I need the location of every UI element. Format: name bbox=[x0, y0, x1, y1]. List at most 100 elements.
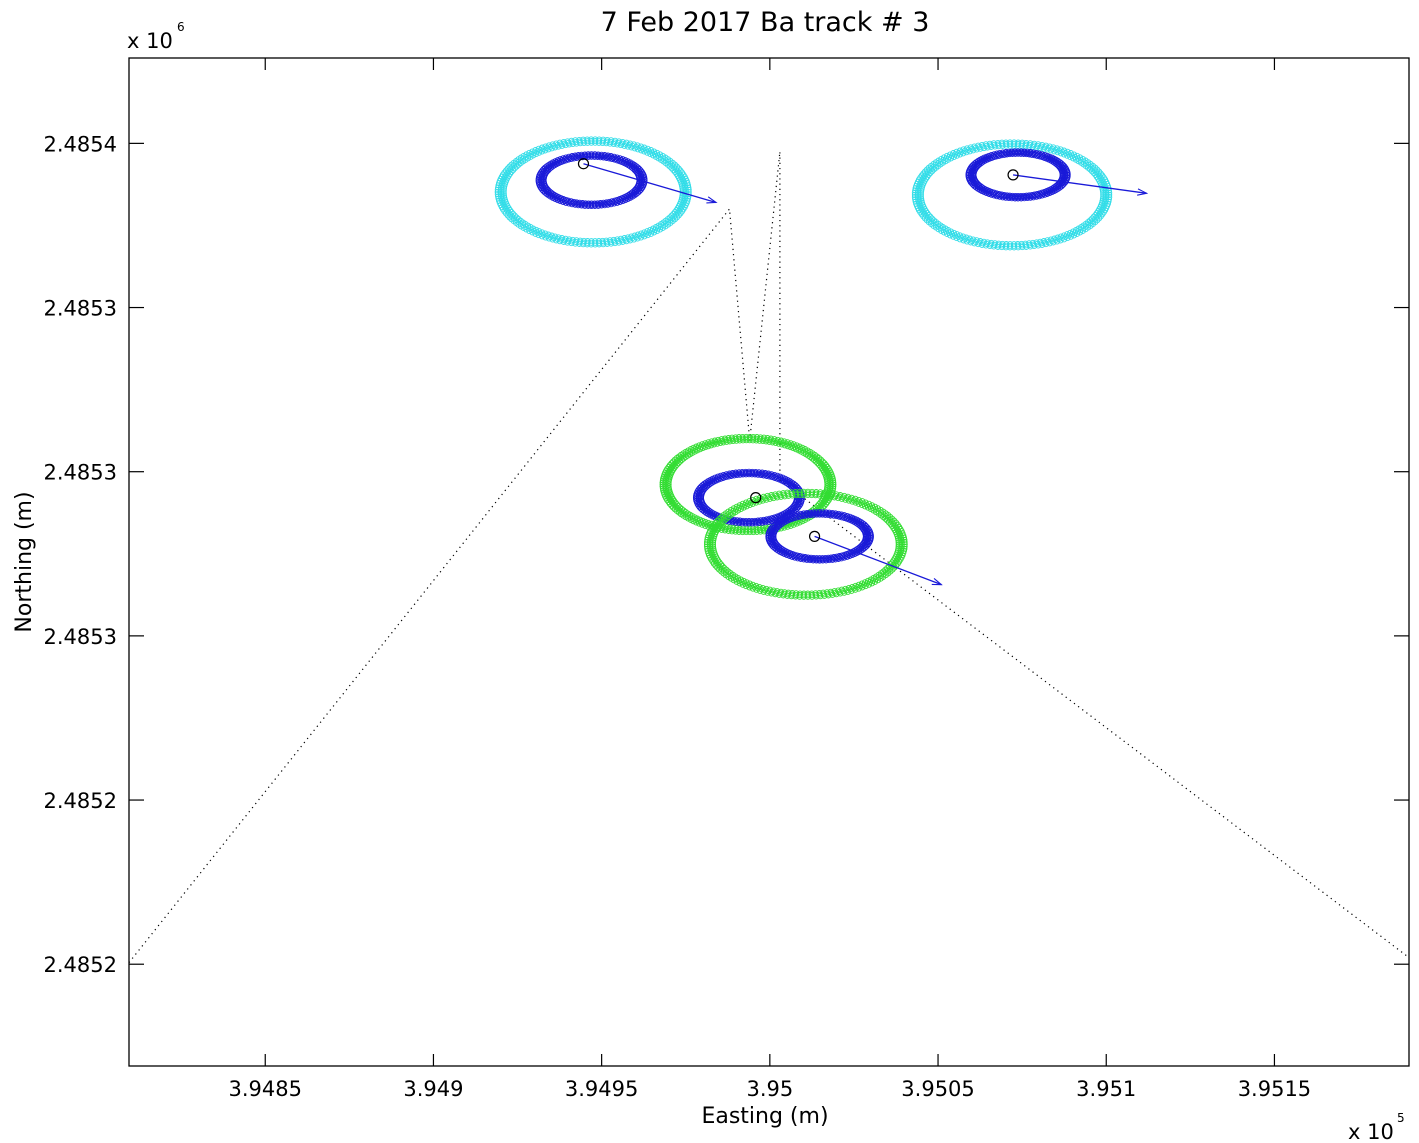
ellipse-marker bbox=[889, 515, 896, 523]
ellipse-marker bbox=[710, 545, 717, 552]
ellipse-marker bbox=[572, 137, 579, 144]
ellipse-marker bbox=[506, 214, 513, 221]
ellipse-marker bbox=[1064, 170, 1071, 177]
ellipse-marker bbox=[565, 200, 573, 207]
ellipse-marker bbox=[912, 187, 919, 194]
ellipse-marker bbox=[865, 531, 872, 538]
ellipse-marker bbox=[1096, 215, 1103, 222]
x-tick-label: 3.95 bbox=[746, 1077, 793, 1101]
ellipse-marker bbox=[702, 440, 709, 447]
ellipse-marker bbox=[867, 531, 874, 538]
ellipse-marker bbox=[705, 439, 712, 446]
ellipse-marker bbox=[824, 479, 831, 486]
ellipse-marker bbox=[812, 458, 819, 465]
ellipse-marker bbox=[1031, 242, 1038, 250]
ellipse-marker bbox=[1100, 189, 1107, 196]
y-tick-label: 2.4853 bbox=[44, 297, 117, 321]
heading-arrow bbox=[1012, 174, 1147, 193]
ellipse-marker bbox=[800, 488, 807, 495]
ellipse-marker bbox=[743, 433, 750, 440]
ellipse-marker bbox=[557, 156, 564, 163]
ellipse-marker bbox=[765, 470, 772, 477]
ellipse-marker bbox=[580, 241, 587, 248]
ellipse-marker bbox=[743, 527, 750, 534]
x-tick-label: 3.9505 bbox=[901, 1077, 974, 1101]
x-axis-label: Easting (m) bbox=[701, 1104, 828, 1129]
ellipse-marker bbox=[830, 479, 837, 486]
ellipse-marker bbox=[696, 442, 703, 449]
x-tick-label: 3.9515 bbox=[1238, 1077, 1311, 1101]
ellipse-marker bbox=[615, 197, 622, 204]
ellipse-marker bbox=[622, 197, 629, 204]
ellipse-marker bbox=[792, 593, 799, 600]
position-marker bbox=[1007, 169, 1019, 181]
ellipse-marker bbox=[721, 564, 728, 572]
ellipse-marker bbox=[666, 462, 673, 469]
ellipse-marker bbox=[675, 165, 682, 172]
ellipse-marker bbox=[927, 169, 934, 177]
ellipse-marker bbox=[793, 513, 800, 520]
x-exponent-label: x 10 bbox=[1348, 1120, 1394, 1143]
ellipse-marker bbox=[502, 167, 510, 174]
y-axis: 2.4854 2.4853 2.4853 2.4853 2.4852 2.4852 bbox=[44, 132, 1409, 977]
error-ellipse bbox=[703, 488, 908, 600]
ellipse-marker bbox=[716, 566, 723, 573]
ellipse-marker bbox=[721, 435, 729, 442]
position-marker bbox=[808, 530, 821, 542]
ellipse-marker bbox=[679, 184, 686, 191]
ellipse-marker bbox=[800, 490, 807, 497]
ellipse-marker bbox=[596, 136, 603, 143]
ellipse-marker bbox=[668, 165, 675, 172]
ellipse-marker bbox=[784, 523, 791, 530]
ellipse-marker bbox=[895, 537, 902, 544]
ellipse-marker bbox=[824, 498, 831, 506]
ellipse-marker bbox=[788, 593, 795, 600]
ellipse-marker bbox=[986, 140, 993, 147]
ellipse-marker bbox=[884, 517, 891, 524]
ellipse-marker bbox=[920, 170, 927, 177]
y-tick-label: 2.4853 bbox=[44, 625, 117, 649]
ellipse-marker bbox=[772, 439, 779, 447]
heading-arrow bbox=[583, 163, 716, 203]
ellipse-marker bbox=[817, 593, 824, 600]
ellipse-marker bbox=[619, 198, 626, 205]
ellipse-marker bbox=[792, 489, 799, 496]
ellipse-marker bbox=[675, 502, 682, 509]
ellipse-marker bbox=[495, 184, 502, 191]
ellipse-marker bbox=[921, 168, 929, 175]
y-exponent-power: 6 bbox=[177, 20, 185, 34]
ellipse-marker bbox=[827, 479, 834, 486]
ellipse-marker bbox=[837, 554, 844, 561]
ellipse-marker bbox=[1096, 168, 1103, 175]
ellipse-marker bbox=[612, 198, 619, 205]
ellipse-marker bbox=[588, 136, 595, 143]
ellipse-marker bbox=[797, 555, 804, 562]
ellipse-marker bbox=[564, 155, 571, 162]
ellipse-marker bbox=[1023, 243, 1030, 250]
ellipse-marker bbox=[724, 472, 731, 479]
error-ellipse bbox=[911, 139, 1113, 251]
ellipse-marker bbox=[1006, 139, 1014, 146]
ellipse-marker bbox=[813, 593, 820, 600]
ellipse-marker bbox=[1088, 168, 1096, 175]
ellipse-marker bbox=[725, 435, 732, 442]
ellipse-marker bbox=[510, 167, 517, 174]
ellipse-marker bbox=[736, 580, 743, 587]
ellipse-marker bbox=[596, 241, 603, 248]
ellipse-marker bbox=[1015, 139, 1022, 146]
ellipse-marker bbox=[895, 539, 902, 546]
ellipse-marker bbox=[804, 488, 811, 495]
error-ellipses bbox=[494, 136, 1113, 600]
ellipse-marker bbox=[588, 241, 595, 248]
ellipse-marker bbox=[537, 170, 544, 177]
ellipse-marker bbox=[567, 154, 574, 161]
ellipse-marker bbox=[668, 460, 675, 467]
ellipse-marker bbox=[808, 488, 816, 495]
chart-title: 7 Feb 2017 Ba track # 3 bbox=[601, 7, 930, 38]
ellipse-marker bbox=[711, 437, 718, 444]
ellipse-marker bbox=[607, 154, 614, 161]
ellipse-marker bbox=[743, 435, 750, 442]
heading-arrows bbox=[583, 163, 1147, 586]
ellipse-marker bbox=[746, 433, 753, 440]
ellipse-marker bbox=[821, 502, 828, 509]
